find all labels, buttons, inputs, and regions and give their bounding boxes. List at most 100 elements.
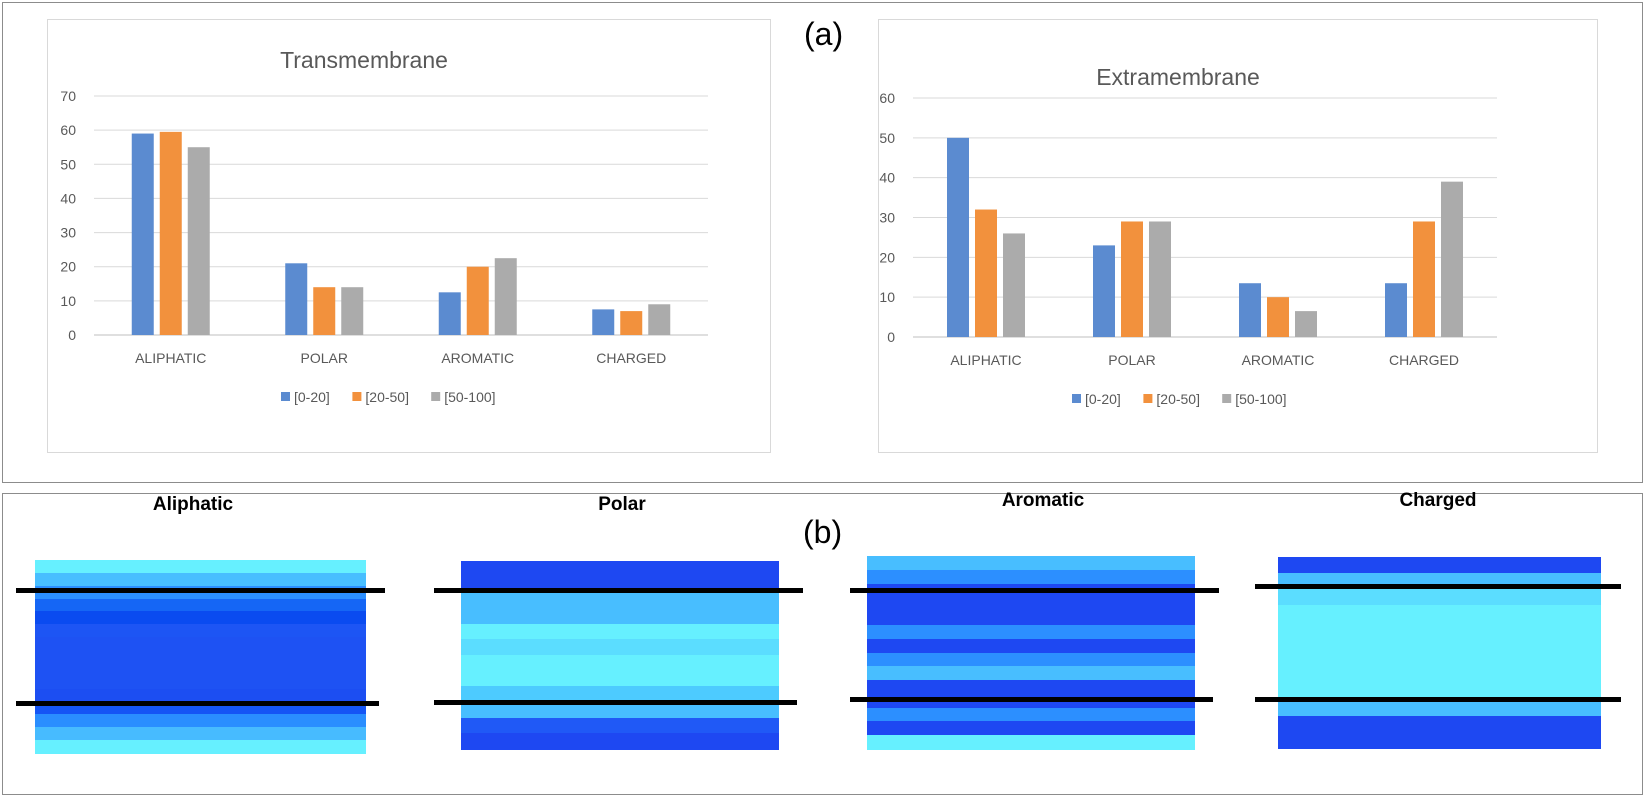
legend-label: [0-20] [1085,391,1121,407]
heatmap-stripe [461,623,779,640]
x-tick-label: CHARGED [1389,352,1459,368]
legend-swatch [1143,394,1153,403]
bar [620,311,643,335]
membrane-boundary-line [850,697,1213,702]
heatmap-aromatic [867,556,1195,750]
bar [592,309,615,335]
heatmap-stripe [867,735,1195,750]
legend-swatch [1072,394,1081,403]
heatmap-stripe [461,733,779,750]
heatmap-stripe [867,638,1195,654]
x-tick-label: CHARGED [596,350,666,366]
legend-label: [0-20] [294,389,330,405]
x-tick-label: ALIPHATIC [135,350,206,366]
bar [341,287,364,335]
legend-label: [20-50] [1156,391,1200,407]
bar [1267,297,1289,337]
bar [494,258,517,335]
bar [285,263,308,335]
heatmap-stripe [35,740,366,754]
chart-title: Transmembrane [280,47,448,73]
bar [1121,221,1143,337]
legend-swatch [352,392,362,401]
legend-swatch [1222,394,1232,403]
chart-title: Extramembrane [1096,64,1260,90]
bar [438,292,461,335]
heatmap-stripe [461,561,779,578]
heatmap-stripe [461,702,779,719]
y-tick-label: 60 [60,122,76,138]
heatmap-stripe [461,592,779,609]
y-tick-label: 50 [879,130,895,146]
membrane-boundary-line [1255,584,1621,589]
legend-label: [20-50] [365,389,409,405]
y-tick-label: 0 [68,327,76,343]
heatmap-title-charged: Charged [1399,490,1477,511]
heatmap-stripe [1278,620,1601,638]
heatmap-stripe [1278,557,1601,574]
heatmap-title-aromatic: Aromatic [1001,490,1085,511]
bar [1093,245,1115,337]
panel-label-b: (b) [803,514,843,550]
heatmap-stripe [1278,684,1601,701]
heatmap-stripe [461,717,779,734]
legend-label: [50-100] [444,389,495,405]
membrane-boundary-line [850,588,1219,593]
heatmap-title-polar: Polar [598,494,646,515]
legend-swatch [281,392,290,401]
y-tick-label: 50 [60,156,76,172]
membrane-boundary-line [434,700,797,705]
bar [187,147,210,335]
bar [648,304,671,335]
heatmap-stripe [35,662,366,677]
heatmap-stripe [867,707,1195,723]
y-tick-label: 20 [879,249,895,265]
y-tick-label: 0 [887,329,895,345]
heatmap-stripe [35,675,366,690]
heatmap-stripe [1278,636,1601,654]
y-tick-label: 10 [879,289,895,305]
heatmap-stripe [35,688,366,703]
heatmap-stripe [35,598,366,613]
transmembrane-chart-svg: Transmembrane 0 10 20 30 40 50 60 70 ALIPHATIC POL… [60,47,708,405]
heatmap-stripe [35,650,366,664]
heatmap-stripe [35,611,366,625]
bar [947,137,969,337]
membrane-boundary-line [1255,697,1621,702]
y-tick-label: 20 [60,259,76,275]
bar [1239,283,1261,337]
heatmap-stripe [867,624,1195,640]
heatmap-stripe [461,670,779,687]
x-tick-label: POLAR [1108,352,1155,368]
y-tick-label: 30 [879,210,895,226]
bar [975,209,997,337]
heatmap-polar [461,561,779,750]
heatmap-title-aliphatic: Aliphatic [152,494,234,515]
bar [1149,221,1171,337]
extramembrane-chart-svg: Extramembrane 0 10 20 30 40 50 60 ALIPHATIC POLAR… [879,64,1497,407]
heatmap-stripe [35,727,366,741]
bar [1441,181,1463,337]
panel-label-a: (a) [804,16,844,52]
x-tick-label: AROMATIC [441,350,514,366]
legend-swatch [431,392,441,401]
bar [1413,221,1435,337]
heatmap-stripe [35,572,366,587]
heatmap-stripe [1278,732,1601,749]
heatmap-stripe [867,652,1195,667]
heatmap-charged [1278,557,1601,749]
heatmap-stripe [461,686,779,703]
heatmap-stripe [867,597,1195,612]
heatmap-stripe [35,637,366,651]
y-tick-label: 30 [60,225,76,241]
bar [313,287,336,335]
bar [1003,233,1025,337]
x-tick-label: POLAR [301,350,348,366]
bar [1385,283,1407,337]
heatmap-stripe [35,714,366,728]
heatmap-stripe [1278,604,1601,622]
heatmap-stripe [461,608,779,625]
heatmap-stripe [461,655,779,672]
heatmap-stripe [461,639,779,656]
heatmap-stripe [1278,700,1601,717]
